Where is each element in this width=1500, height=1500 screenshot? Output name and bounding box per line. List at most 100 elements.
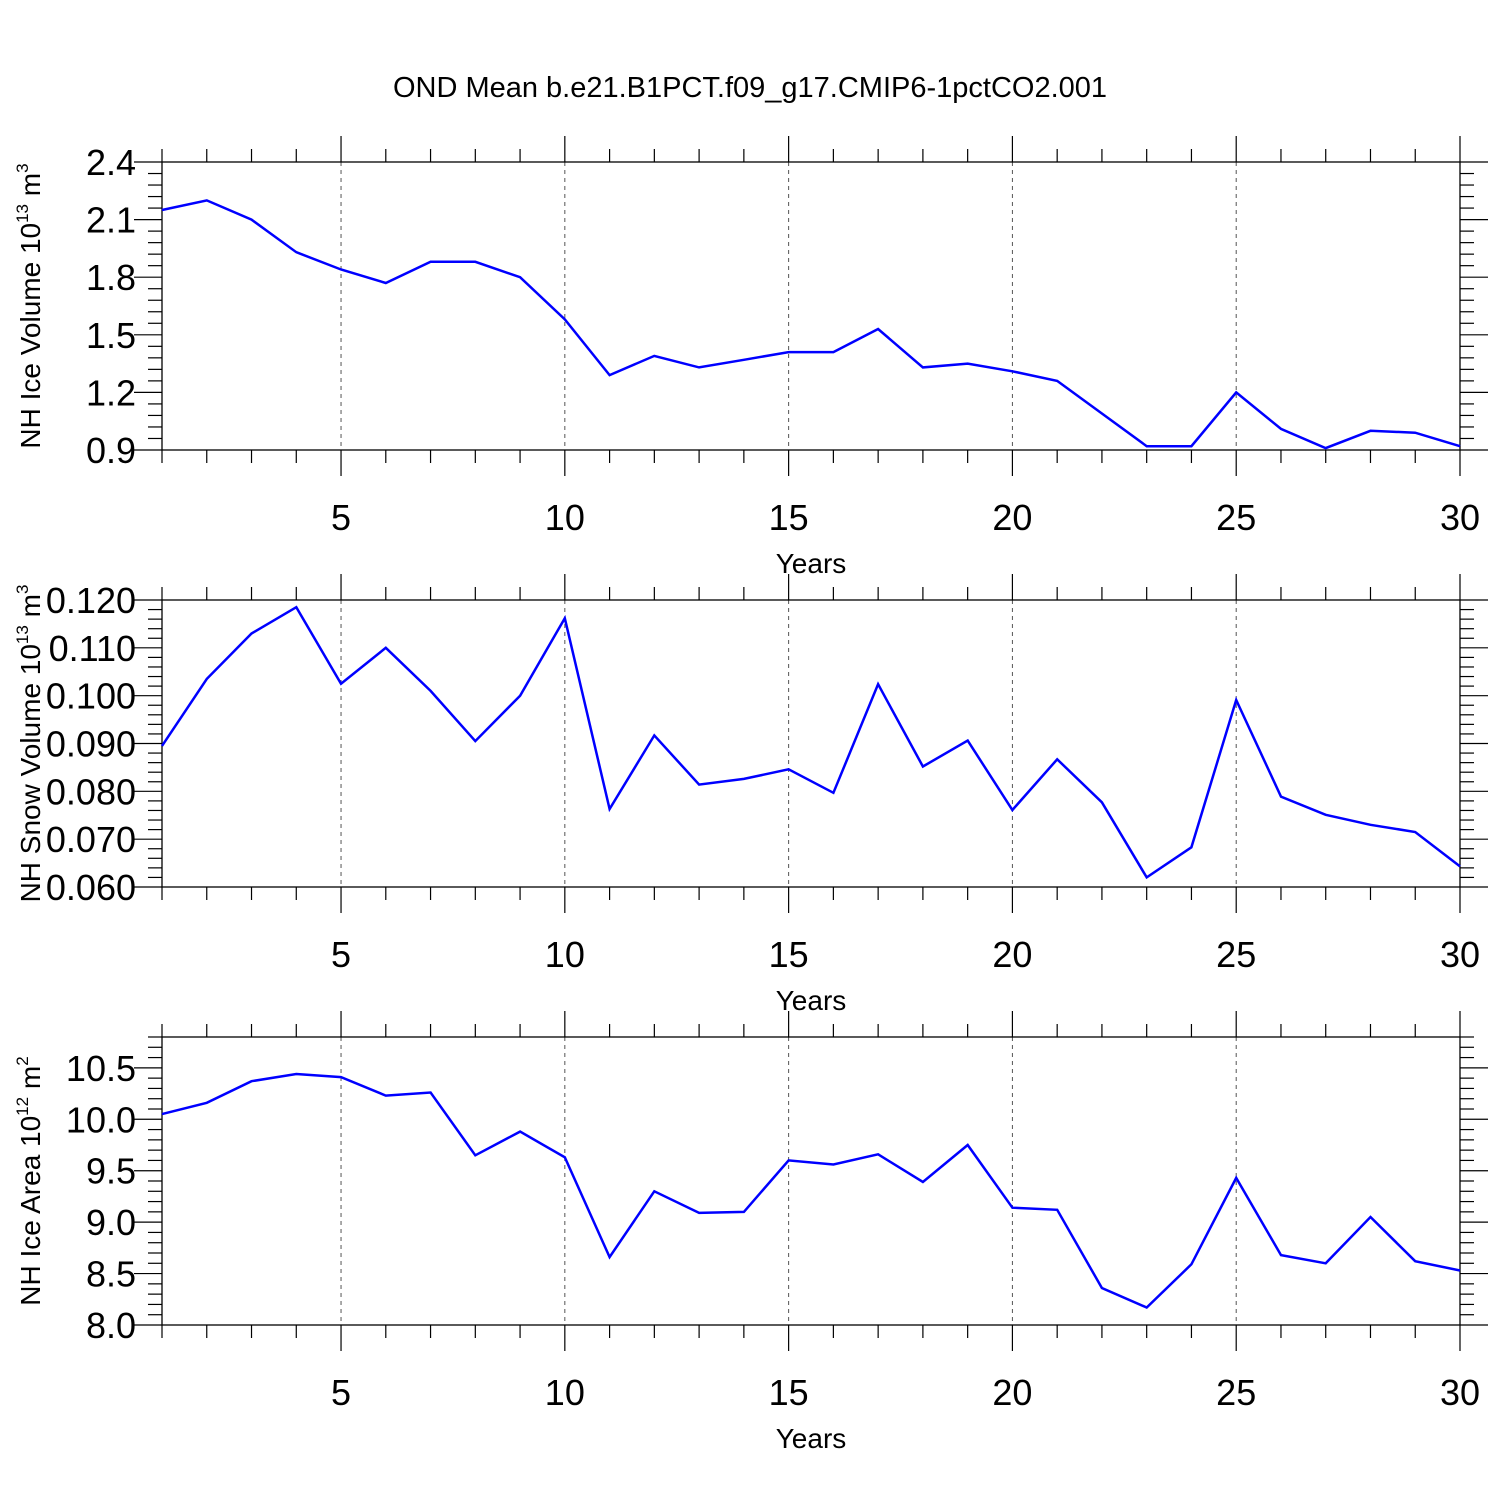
data-point [1279, 1253, 1283, 1257]
y-axis-label: NH Ice Volume 1013 m3 [13, 163, 46, 448]
y-tick-label: 0.090 [46, 724, 136, 765]
data-point [1458, 864, 1462, 868]
y-tick-label: 9.0 [86, 1202, 136, 1243]
y-tick-label: 0.060 [46, 867, 136, 908]
plot-frame [161, 1036, 1461, 1326]
x-tick-label: 10 [545, 1372, 585, 1413]
data-point [1368, 823, 1372, 827]
data-point [697, 1211, 701, 1215]
x-axis-label: Years [776, 1423, 847, 1454]
data-point [742, 358, 746, 362]
x-tick-label: 30 [1440, 497, 1480, 538]
data-point [205, 1101, 209, 1105]
y-tick-label: 0.100 [46, 676, 136, 717]
y-tick-label: 0.9 [86, 430, 136, 471]
data-point [831, 350, 835, 354]
data-point [921, 764, 925, 768]
data-point [1055, 1208, 1059, 1212]
x-tick-label: 15 [769, 1372, 809, 1413]
data-point [652, 733, 656, 737]
data-point [876, 1152, 880, 1156]
data-point [160, 744, 164, 748]
data-point [966, 739, 970, 743]
data-point [1145, 444, 1149, 448]
x-tick-label: 30 [1440, 1372, 1480, 1413]
data-point [473, 1153, 477, 1157]
data-point [1145, 1306, 1149, 1310]
chart-panel-1: 5 10 15 20 25 30 Years 0.9 1.2 1.5 1.8 2.1 2.4 NH Ice… [13, 136, 1488, 579]
data-point [205, 677, 209, 681]
data-point [250, 218, 254, 222]
data-point [473, 260, 477, 264]
data-point [1324, 1261, 1328, 1265]
data-point [1324, 446, 1328, 450]
data-point [1234, 390, 1238, 394]
data-point [563, 616, 567, 620]
data-point [1100, 412, 1104, 416]
data-point [1458, 444, 1462, 448]
data-point [608, 1255, 612, 1259]
x-tick-label: 5 [331, 934, 351, 975]
data-point [697, 783, 701, 787]
x-tick-label: 25 [1216, 1372, 1256, 1413]
panels: 5 10 15 20 25 30 Years 0.9 1.2 1.5 1.8 2.1 2.4 NH Ice… [13, 136, 1488, 1454]
data-point [384, 1094, 388, 1098]
data-point [966, 1143, 970, 1147]
y-tick-label: 1.5 [86, 315, 136, 356]
y-tick-label: 0.070 [46, 819, 136, 860]
data-point [1100, 800, 1104, 804]
data-point [787, 1158, 791, 1162]
data-point [876, 327, 880, 331]
x-tick-label: 5 [331, 1372, 351, 1413]
data-point [1055, 757, 1059, 761]
data-point [1189, 845, 1193, 849]
y-tick-label: 1.8 [86, 257, 136, 298]
figure-title: OND Mean b.e21.B1PCT.f09_g17.CMIP6-1pctC… [393, 72, 1107, 104]
data-point [1279, 795, 1283, 799]
data-point [518, 694, 522, 698]
data-point [429, 689, 433, 693]
data-point [787, 767, 791, 771]
data-point [1010, 808, 1014, 812]
data-point [384, 281, 388, 285]
y-tick-label: 1.2 [86, 372, 136, 413]
data-point [1458, 1268, 1462, 1272]
data-point [250, 1079, 254, 1083]
data-point [652, 354, 656, 358]
series-line [161, 199, 1461, 450]
data-point [294, 1072, 298, 1076]
series-line [160, 605, 1461, 880]
data-point [1234, 698, 1238, 702]
data-point [966, 362, 970, 366]
data-point [294, 605, 298, 609]
data-point [205, 198, 209, 202]
y-tick-label: 0.080 [46, 771, 136, 812]
data-point [608, 807, 612, 811]
y-axis-label: NH Ice Area 1012 m2 [13, 1056, 46, 1305]
x-tick-label: 25 [1216, 497, 1256, 538]
data-point [339, 268, 343, 272]
data-point [339, 1075, 343, 1079]
data-point [1010, 369, 1014, 373]
data-point [787, 350, 791, 354]
x-tick-label: 5 [331, 497, 351, 538]
data-point [1055, 379, 1059, 383]
x-tick-label: 15 [769, 934, 809, 975]
data-point [831, 791, 835, 795]
x-tick-label: 30 [1440, 934, 1480, 975]
y-tick-label: 2.1 [86, 200, 136, 241]
data-point [742, 777, 746, 781]
data-point [831, 1163, 835, 1167]
x-tick-label: 10 [545, 934, 585, 975]
data-point [921, 1180, 925, 1184]
y-tick-label: 10.0 [66, 1099, 136, 1140]
y-tick-label: 10.5 [66, 1048, 136, 1089]
x-tick-label: 15 [769, 497, 809, 538]
data-point [921, 365, 925, 369]
x-axis-label: Years [776, 548, 847, 579]
data-point [652, 1189, 656, 1193]
data-point [1413, 830, 1417, 834]
data-point [563, 1155, 567, 1159]
x-tick-label: 20 [992, 1372, 1032, 1413]
